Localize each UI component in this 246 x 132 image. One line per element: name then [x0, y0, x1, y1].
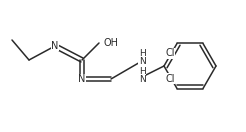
Text: Cl: Cl	[166, 74, 175, 84]
Text: H: H	[139, 67, 145, 76]
Text: N: N	[51, 41, 59, 51]
Text: N: N	[78, 74, 86, 84]
Text: H: H	[139, 50, 145, 58]
Text: N: N	[139, 74, 145, 84]
Text: N: N	[139, 58, 145, 67]
Text: OH: OH	[103, 38, 118, 48]
Text: Cl: Cl	[166, 48, 175, 58]
